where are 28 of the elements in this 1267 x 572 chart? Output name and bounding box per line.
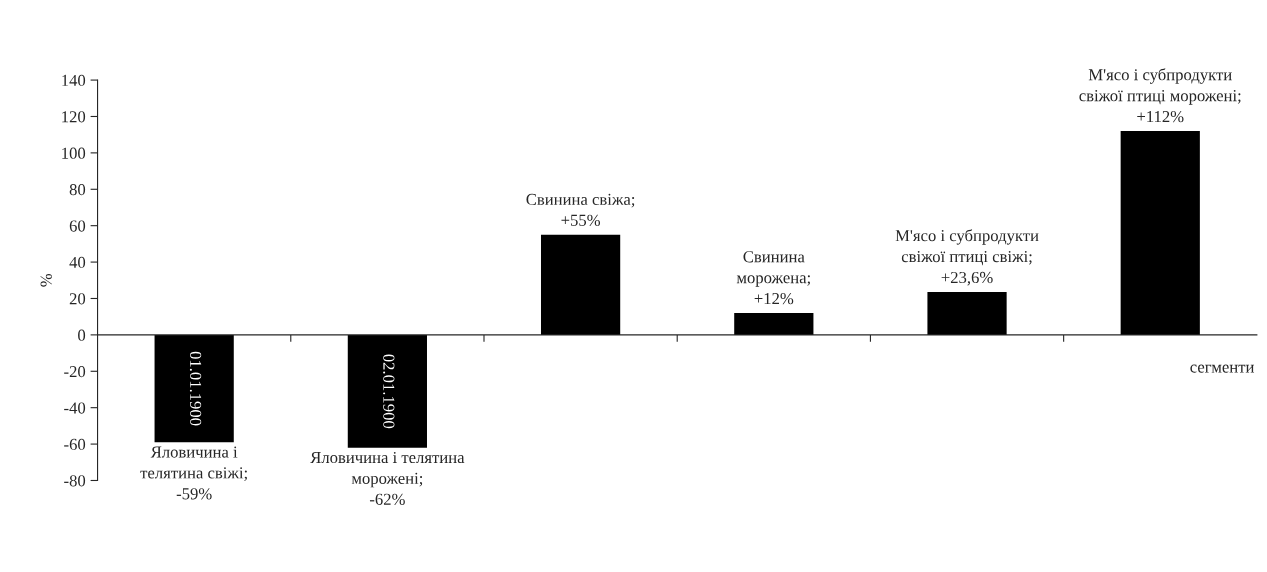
y-tick-label: 80 xyxy=(69,183,86,196)
bar xyxy=(734,313,814,335)
y-tick-label: 20 xyxy=(69,293,86,305)
data-label: Яловичина і телятина свіжі; -59% xyxy=(140,446,247,500)
bar xyxy=(154,334,234,443)
y-tick-label: 120 xyxy=(62,111,86,123)
bar xyxy=(540,234,621,335)
y-tick-label: 0 xyxy=(78,329,86,341)
data-label: Свинина морожена; +12% xyxy=(736,251,810,305)
data-label: М'ясо і субпродукти свіжої птиці морожені; +112% xyxy=(1079,68,1241,123)
data-label: Яловичина і телятина морожені; -62% xyxy=(310,451,465,505)
annotation: 02.01.1900 xyxy=(383,354,395,429)
y-tick-label: 40 xyxy=(69,256,86,269)
data-label: Свинина свіжа; +55% xyxy=(526,193,635,226)
bar xyxy=(927,291,1007,335)
y-tick-label: -40 xyxy=(64,402,86,414)
bar xyxy=(1120,131,1200,335)
y-tick-label: -20 xyxy=(64,365,86,378)
bar xyxy=(347,334,427,448)
y-tick-label: 60 xyxy=(69,220,86,232)
y-tick-label: -80 xyxy=(64,475,86,487)
y-tick-label: 140 xyxy=(62,74,86,87)
annotation: 01.01.1900 xyxy=(189,351,202,426)
x-axis-title: сегменти xyxy=(1190,364,1255,373)
y-tick-label: 100 xyxy=(62,147,86,159)
data-label: М'ясо і субпродукти свіжої птиці свіжі; +23,6% xyxy=(895,229,1039,286)
y-axis-title: % xyxy=(40,273,52,287)
y-tick-label: -60 xyxy=(64,438,86,451)
